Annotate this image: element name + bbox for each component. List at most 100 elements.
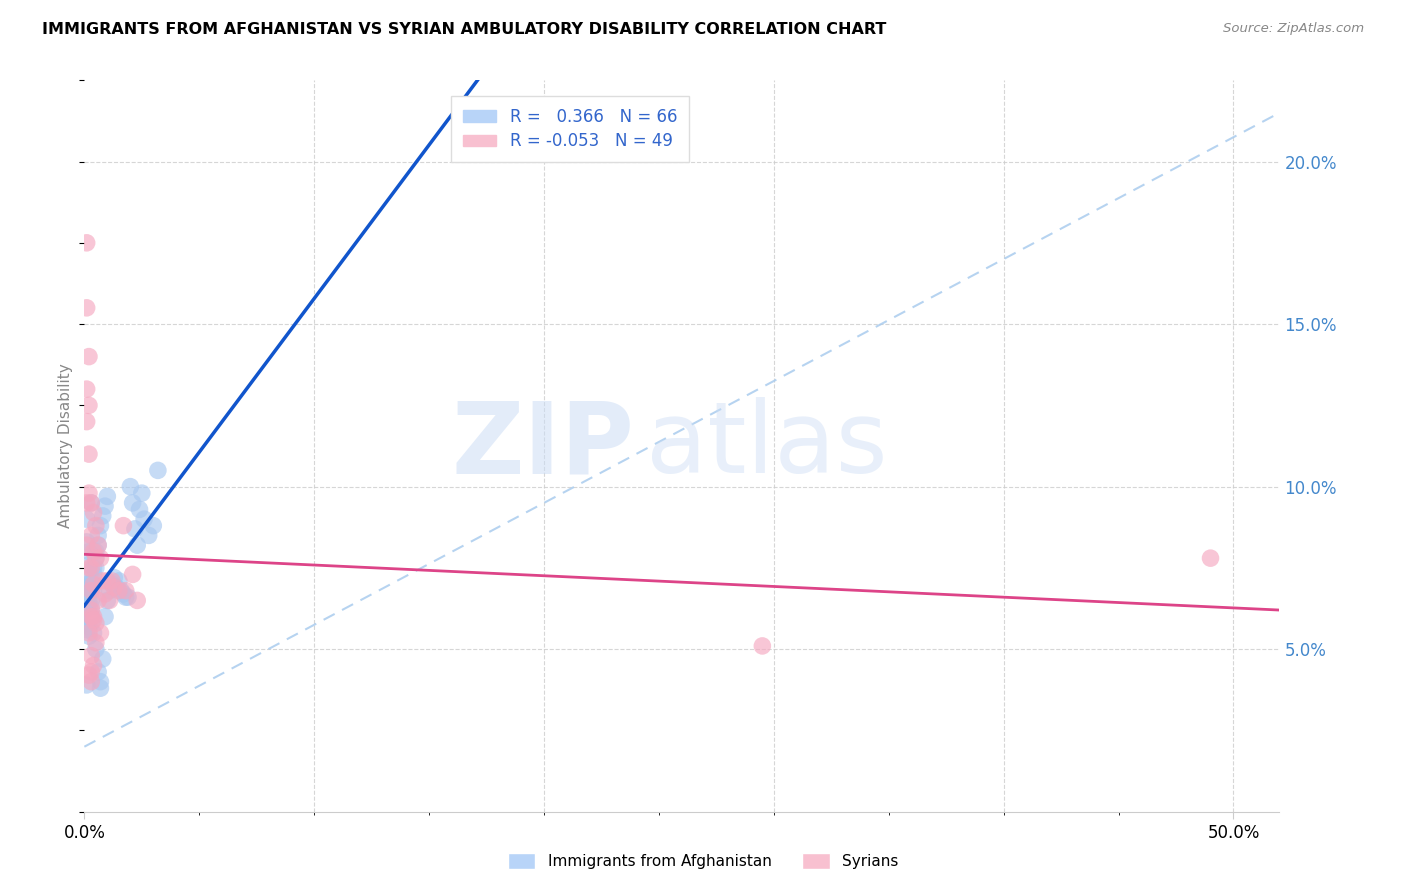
Point xyxy=(84,551,107,566)
Point xyxy=(96,574,118,588)
Point xyxy=(98,593,121,607)
Point xyxy=(103,581,125,595)
Point xyxy=(77,587,100,601)
Point xyxy=(80,561,103,575)
Point xyxy=(87,528,110,542)
Point xyxy=(87,665,110,679)
Point xyxy=(121,567,143,582)
Point xyxy=(124,522,146,536)
Point xyxy=(96,489,118,503)
Point xyxy=(101,577,124,591)
Point xyxy=(76,603,98,617)
Point xyxy=(89,518,111,533)
Point xyxy=(80,528,103,542)
Point xyxy=(76,577,98,591)
Y-axis label: Ambulatory Disability: Ambulatory Disability xyxy=(58,364,73,528)
Point xyxy=(76,496,98,510)
Point xyxy=(89,626,111,640)
Point xyxy=(91,574,114,588)
Point xyxy=(91,508,114,523)
Point xyxy=(77,558,100,572)
Point xyxy=(84,544,107,558)
Point xyxy=(80,583,103,598)
Point xyxy=(121,496,143,510)
Point xyxy=(80,648,103,663)
Point xyxy=(105,581,128,595)
Point xyxy=(89,551,111,566)
Point xyxy=(80,577,103,591)
Text: ZIP: ZIP xyxy=(451,398,634,494)
Point xyxy=(80,496,103,510)
Point xyxy=(96,593,118,607)
Point xyxy=(89,674,111,689)
Point xyxy=(77,629,100,643)
Point xyxy=(112,587,135,601)
Point xyxy=(103,571,125,585)
Point xyxy=(146,463,169,477)
Point xyxy=(76,382,98,396)
Point xyxy=(94,609,117,624)
Point xyxy=(77,619,100,633)
Point xyxy=(76,538,98,552)
Point xyxy=(80,599,103,614)
Point xyxy=(76,415,98,429)
Point xyxy=(117,590,139,604)
Point xyxy=(76,623,98,637)
Point xyxy=(76,609,98,624)
Point xyxy=(77,668,100,682)
Point xyxy=(77,561,100,575)
Point xyxy=(77,599,100,614)
Text: Source: ZipAtlas.com: Source: ZipAtlas.com xyxy=(1223,22,1364,36)
Point xyxy=(83,609,105,624)
Point xyxy=(89,681,111,696)
Point xyxy=(84,642,107,657)
Point xyxy=(87,538,110,552)
Point xyxy=(98,583,121,598)
Point xyxy=(751,639,773,653)
Point xyxy=(110,583,132,598)
Point xyxy=(84,518,107,533)
Point xyxy=(77,577,100,591)
Point xyxy=(128,502,150,516)
Point xyxy=(80,609,103,624)
Point xyxy=(131,486,153,500)
Point xyxy=(77,447,100,461)
Point xyxy=(84,616,107,631)
Text: IMMIGRANTS FROM AFGHANISTAN VS SYRIAN AMBULATORY DISABILITY CORRELATION CHART: IMMIGRANTS FROM AFGHANISTAN VS SYRIAN AM… xyxy=(42,22,887,37)
Point xyxy=(83,583,105,598)
Point xyxy=(76,593,98,607)
Point xyxy=(127,538,149,552)
Point xyxy=(80,496,103,510)
Point xyxy=(132,512,156,526)
Point xyxy=(112,518,135,533)
Point xyxy=(84,561,107,575)
Point xyxy=(83,626,105,640)
Point xyxy=(120,480,142,494)
Point xyxy=(80,674,103,689)
Point xyxy=(83,506,105,520)
Point xyxy=(94,587,117,601)
Point xyxy=(1199,551,1222,566)
Point xyxy=(83,544,105,558)
Point xyxy=(83,561,105,575)
Point xyxy=(94,499,117,513)
Point xyxy=(77,486,100,500)
Legend: Immigrants from Afghanistan, Syrians: Immigrants from Afghanistan, Syrians xyxy=(502,847,904,875)
Point xyxy=(80,593,103,607)
Point xyxy=(101,574,124,588)
Point xyxy=(76,301,98,315)
Point xyxy=(80,571,103,585)
Point xyxy=(83,577,105,591)
Point xyxy=(138,528,160,542)
Point xyxy=(76,235,98,250)
Point xyxy=(80,603,103,617)
Point xyxy=(84,551,107,566)
Point xyxy=(114,590,136,604)
Point xyxy=(83,577,105,591)
Point xyxy=(83,567,105,582)
Point xyxy=(77,398,100,412)
Point xyxy=(114,583,136,598)
Point xyxy=(108,583,131,598)
Point xyxy=(142,518,165,533)
Point xyxy=(127,593,149,607)
